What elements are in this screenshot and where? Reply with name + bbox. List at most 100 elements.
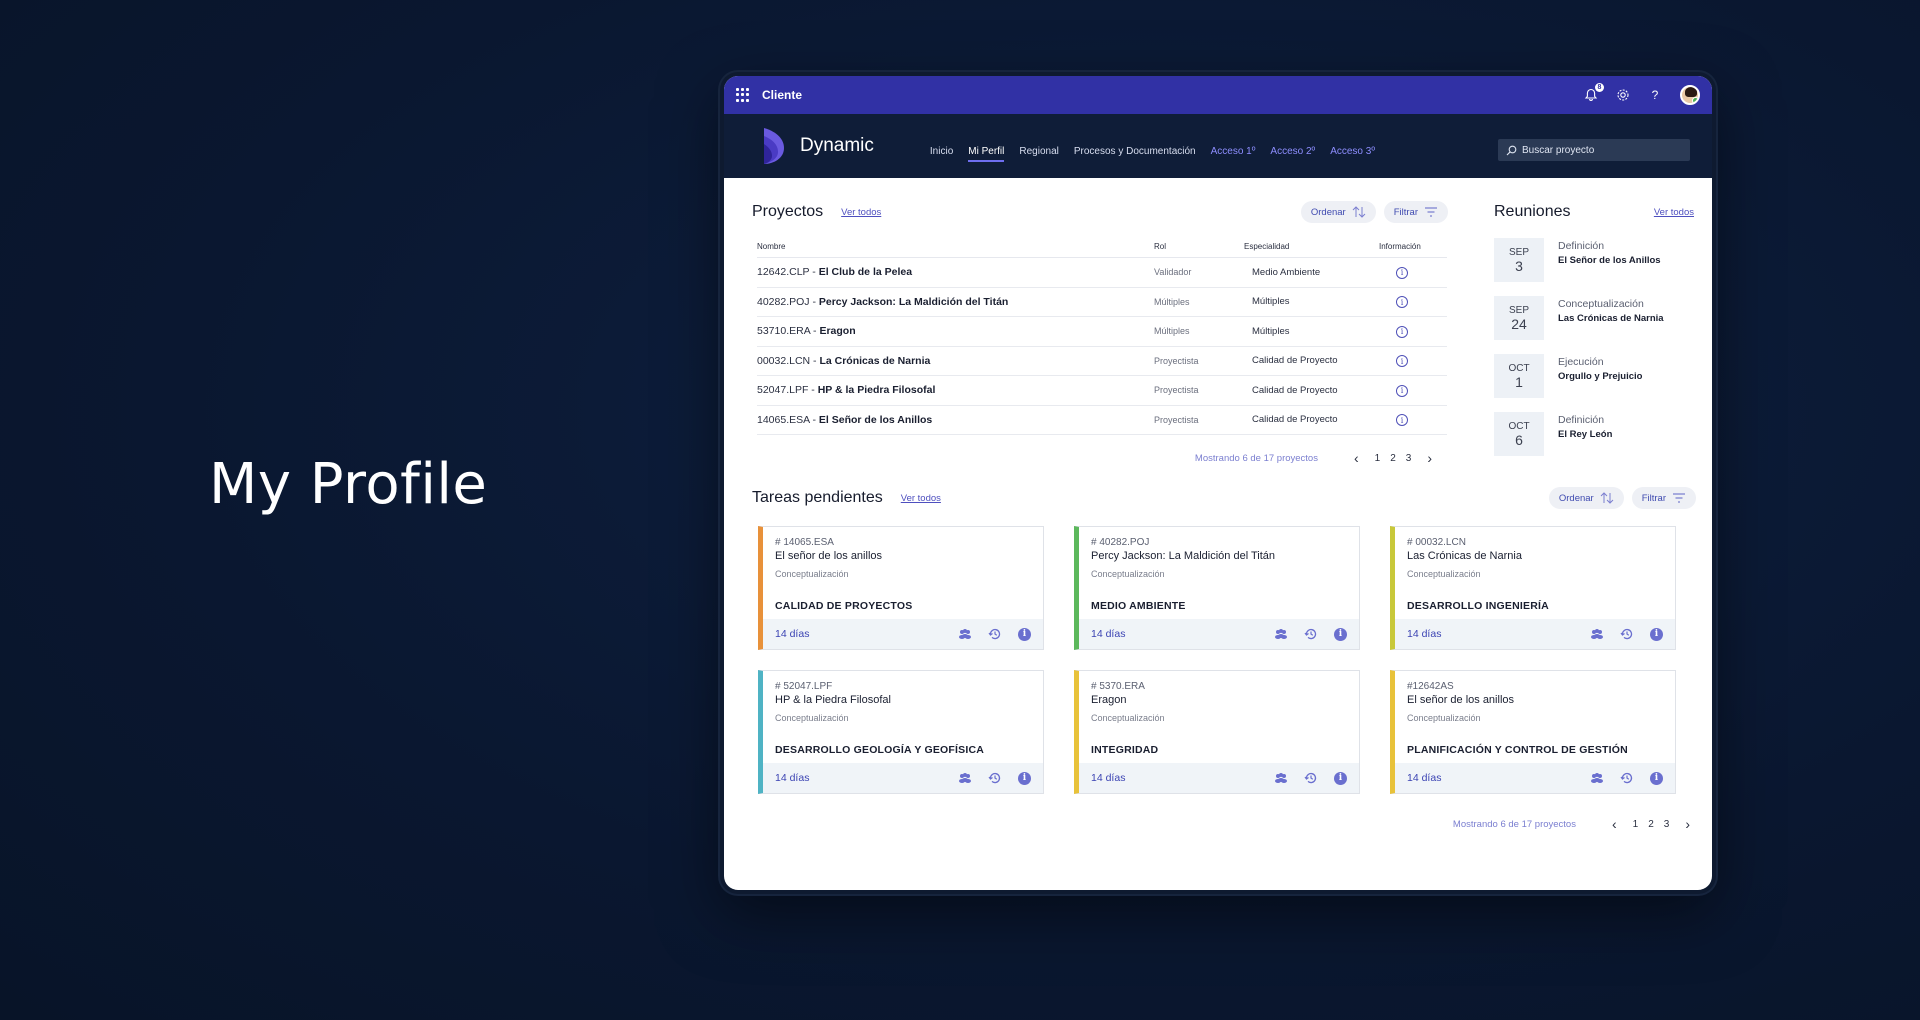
info-icon[interactable]: i [1396, 325, 1408, 338]
project-code: 00032.LCN - [757, 354, 820, 367]
history-icon[interactable] [1620, 627, 1634, 641]
info-icon[interactable]: i [1018, 627, 1031, 641]
info-icon[interactable]: i [1396, 355, 1408, 367]
table-row[interactable]: 52047.LPF - HP & la Piedra Filosofal Pro… [757, 375, 1447, 406]
task-area: INTEGRIDAD [1091, 744, 1159, 756]
nav-mi-perfil[interactable]: Mi Perfil [968, 146, 1005, 162]
meeting-item[interactable]: OCT 6 Definición El Rey León [1494, 412, 1694, 456]
team-icon[interactable] [1274, 771, 1288, 785]
history-icon[interactable] [1304, 627, 1318, 641]
team-icon[interactable] [958, 771, 972, 785]
sort-label: Ordenar [1558, 492, 1594, 504]
app-name: Cliente [762, 88, 803, 102]
task-card[interactable]: # 40282.POJ Percy Jackson: La Maldición … [1074, 526, 1360, 650]
team-icon[interactable] [958, 627, 972, 641]
search-icon [1506, 145, 1517, 155]
projects-sort-button[interactable]: Ordenar [1300, 201, 1376, 223]
next-page-chevron-right-icon[interactable]: › [1685, 816, 1690, 832]
info-icon[interactable]: i [1650, 771, 1663, 785]
info-icon[interactable]: i [1334, 627, 1347, 641]
tasks-sort-button[interactable]: Ordenar [1548, 487, 1624, 509]
nav-procesos[interactable]: Procesos y Documentación [1073, 146, 1196, 157]
history-icon[interactable] [1620, 771, 1634, 785]
prev-page-chevron-left-icon[interactable]: ‹ [1611, 816, 1617, 832]
nav-regional[interactable]: Regional [1019, 146, 1059, 157]
next-page-chevron-right-icon[interactable]: › [1427, 450, 1432, 466]
task-code: # 40282.POJ [1091, 537, 1150, 548]
user-avatar[interactable] [1680, 85, 1700, 105]
team-icon[interactable] [1590, 771, 1604, 785]
page-1[interactable]: 1 [1374, 452, 1381, 464]
task-phase: Conceptualización [1091, 713, 1165, 723]
sort-icon [1352, 206, 1366, 218]
task-card[interactable]: # 00032.LCN Las Crónicas de Narnia Conce… [1390, 526, 1676, 650]
page-1[interactable]: 1 [1632, 818, 1639, 830]
info-icon[interactable]: i [1396, 414, 1408, 426]
team-icon[interactable] [1590, 627, 1604, 641]
table-row[interactable]: 00032.LCN - La Crónicas de Narnia Proyec… [757, 346, 1447, 376]
project-especialidad: Calidad de Proyecto [1244, 375, 1379, 406]
notifications-icon[interactable]: 8 [1584, 83, 1604, 102]
info-icon[interactable]: i [1650, 627, 1663, 641]
project-name[interactable]: El Señor de los Anillos [818, 413, 933, 426]
project-name[interactable]: Percy Jackson: La Maldición del Titán [818, 295, 1009, 308]
brand-name: Dynamic [800, 135, 874, 156]
projects-view-all[interactable]: Ver todos [841, 206, 882, 218]
search-input[interactable]: Buscar proyecto [1498, 139, 1690, 161]
info-icon[interactable]: i [1018, 771, 1031, 785]
nav-inicio[interactable]: Inicio [929, 146, 954, 157]
nav-acceso-3[interactable]: Acceso 3º [1330, 146, 1375, 157]
task-card[interactable]: # 52047.LPF HP & la Piedra Filosofal Con… [758, 670, 1044, 794]
project-name[interactable]: Eragon [819, 325, 856, 338]
table-row[interactable]: 14065.ESA - El Señor de los Anillos Proy… [757, 405, 1447, 435]
meeting-item[interactable]: SEP 3 Definición El Señor de los Anillos [1494, 238, 1694, 282]
meetings-view-all[interactable]: Ver todos [1653, 206, 1694, 218]
history-icon[interactable] [988, 627, 1002, 641]
table-row[interactable]: 40282.POJ - Percy Jackson: La Maldición … [757, 287, 1447, 317]
tasks-filter-button[interactable]: Filtrar [1631, 487, 1696, 509]
meeting-item[interactable]: OCT 1 Ejecución Orgullo y Prejuicio [1494, 354, 1694, 398]
prev-page-chevron-left-icon[interactable]: ‹ [1353, 450, 1359, 466]
project-name[interactable]: El Club de la Pelea [818, 266, 913, 279]
meeting-item[interactable]: SEP 24 Conceptualización Las Crónicas de N… [1494, 296, 1694, 340]
search-placeholder: Buscar proyecto [1522, 144, 1595, 156]
table-row[interactable]: 53710.ERA - Eragon Múltiples Múltiples i [757, 316, 1447, 347]
nav-acceso-2[interactable]: Acceso 2º [1270, 146, 1316, 157]
history-icon[interactable] [988, 771, 1002, 785]
presence-dot [1692, 97, 1698, 103]
task-card[interactable]: #12642AS El señor de los anillos Concept… [1390, 670, 1676, 794]
page-3[interactable]: 3 [1405, 452, 1412, 464]
project-name[interactable]: HP & la Piedra Filosofal [817, 384, 936, 397]
info-icon[interactable]: i [1396, 384, 1408, 397]
info-icon[interactable]: i [1334, 771, 1347, 785]
info-icon[interactable]: i [1396, 296, 1408, 308]
project-code: 14065.ESA - [757, 413, 819, 426]
page-content: Proyectos Ver todos Ordenar Filtrar [724, 178, 1712, 890]
projects-filter-button[interactable]: Filtrar [1383, 201, 1448, 223]
table-row[interactable]: 12642.CLP - El Club de la Pelea Validado… [757, 257, 1447, 288]
project-rol: Proyectista [1154, 405, 1244, 435]
project-code: 40282.POJ - [757, 295, 819, 308]
project-especialidad: Múltiples [1244, 316, 1379, 347]
settings-gear-icon[interactable] [1616, 88, 1630, 102]
task-code: # 5370.ERA [1091, 681, 1145, 692]
team-icon[interactable] [1274, 627, 1288, 641]
meeting-day: 1 [1515, 373, 1523, 390]
nav-acceso-1[interactable]: Acceso 1º [1210, 146, 1256, 157]
page-3[interactable]: 3 [1663, 818, 1670, 830]
tasks-view-all[interactable]: Ver todos [900, 492, 941, 504]
app-launcher-icon[interactable] [736, 88, 750, 102]
task-card[interactable]: # 5370.ERA Eragon Conceptualización INTE… [1074, 670, 1360, 794]
task-area: DESARROLLO GEOLOGÍA Y GEOFÍSICA [775, 744, 985, 756]
top-bar: Cliente 8 ? [724, 76, 1712, 114]
history-icon[interactable] [1304, 771, 1318, 785]
project-name[interactable]: La Crónicas de Narnia [819, 354, 931, 367]
page-2[interactable]: 2 [1390, 452, 1396, 464]
help-icon[interactable]: ? [1651, 88, 1659, 102]
task-card[interactable]: # 14065.ESA El señor de los anillos Conc… [758, 526, 1044, 650]
task-title: Las Crónicas de Narnia [1407, 550, 1522, 562]
page-2[interactable]: 2 [1648, 818, 1654, 830]
task-days: 14 días [775, 772, 810, 784]
info-icon[interactable]: i [1396, 266, 1408, 279]
task-phase: Conceptualización [1407, 569, 1481, 579]
